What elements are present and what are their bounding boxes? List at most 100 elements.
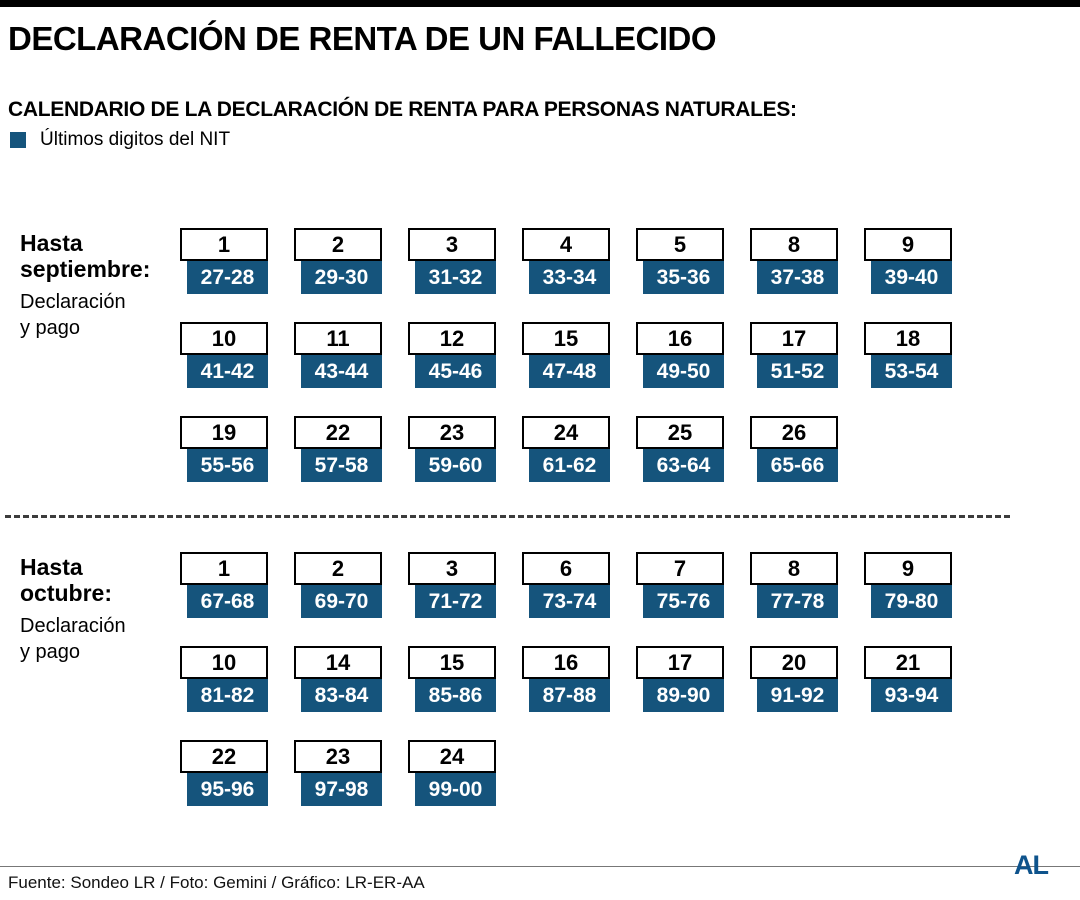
nit-range-label: 91-92 xyxy=(757,679,838,712)
nit-cell: 24 61-62 xyxy=(522,416,610,482)
nit-range-label: 61-62 xyxy=(529,449,610,482)
nit-cell: 2 29-30 xyxy=(294,228,382,294)
legend-swatch-icon xyxy=(10,132,26,148)
nit-cell: 17 51-52 xyxy=(750,322,838,388)
nit-cell: 19 55-56 xyxy=(180,416,268,482)
day-label: 9 xyxy=(864,552,952,585)
day-label: 5 xyxy=(636,228,724,261)
nit-range-label: 63-64 xyxy=(643,449,724,482)
day-label: 9 xyxy=(864,228,952,261)
nit-range-label: 73-74 xyxy=(529,585,610,618)
nit-cell: 8 37-38 xyxy=(750,228,838,294)
nit-cell: 20 91-92 xyxy=(750,646,838,712)
day-label: 22 xyxy=(180,740,268,773)
day-label: 8 xyxy=(750,228,838,261)
nit-range-label: 57-58 xyxy=(301,449,382,482)
nit-cell: 15 85-86 xyxy=(408,646,496,712)
cell-row: 10 41-42 11 43-44 12 45-46 15 47-48 16 49-50 17 51-… xyxy=(180,322,952,388)
day-label: 16 xyxy=(522,646,610,679)
nit-range-label: 29-30 xyxy=(301,261,382,294)
source-credit: Fuente: Sondeo LR / Foto: Gemini / Gráfi… xyxy=(8,873,425,892)
section-period-label: Hasta octubre: xyxy=(20,554,112,607)
day-label: 17 xyxy=(750,322,838,355)
nit-cell: 15 47-48 xyxy=(522,322,610,388)
cell-row: 10 81-82 14 83-84 15 85-86 16 87-88 17 89-90 20 91-… xyxy=(180,646,952,712)
day-label: 23 xyxy=(408,416,496,449)
day-label: 26 xyxy=(750,416,838,449)
nit-cell: 9 79-80 xyxy=(864,552,952,618)
day-label: 3 xyxy=(408,228,496,261)
nit-cell: 17 89-90 xyxy=(636,646,724,712)
nit-range-label: 31-32 xyxy=(415,261,496,294)
day-label: 25 xyxy=(636,416,724,449)
section-september-label: Hasta septiembre: Declaración y pago xyxy=(20,230,175,341)
day-label: 21 xyxy=(864,646,952,679)
nit-cell: 1 27-28 xyxy=(180,228,268,294)
nit-range-label: 33-34 xyxy=(529,261,610,294)
day-label: 19 xyxy=(180,416,268,449)
day-label: 22 xyxy=(294,416,382,449)
day-label: 7 xyxy=(636,552,724,585)
nit-range-label: 77-78 xyxy=(757,585,838,618)
nit-cell: 3 71-72 xyxy=(408,552,496,618)
nit-cell: 3 31-32 xyxy=(408,228,496,294)
nit-cell: 14 83-84 xyxy=(294,646,382,712)
nit-range-label: 39-40 xyxy=(871,261,952,294)
section-description-label: Declaración y pago xyxy=(20,614,126,663)
nit-cell: 21 93-94 xyxy=(864,646,952,712)
dashed-divider xyxy=(5,515,1010,518)
nit-cell: 10 41-42 xyxy=(180,322,268,388)
cell-row: 1 27-28 2 29-30 3 31-32 4 33-34 5 35-36 8 37-38 9 39-… xyxy=(180,228,952,294)
cell-row: 1 67-68 2 69-70 3 71-72 6 73-74 7 75-76 8 77-78 9 79-… xyxy=(180,552,952,618)
nit-range-label: 53-54 xyxy=(871,355,952,388)
day-label: 24 xyxy=(408,740,496,773)
nit-range-label: 83-84 xyxy=(301,679,382,712)
october-grid: 1 67-68 2 69-70 3 71-72 6 73-74 7 75-76 8 77-78 9 79-… xyxy=(180,552,952,806)
day-label: 14 xyxy=(294,646,382,679)
nit-range-label: 95-96 xyxy=(187,773,268,806)
cell-row: 19 55-56 22 57-58 23 59-60 24 61-62 25 63-64 26 65-… xyxy=(180,416,952,482)
nit-range-label: 81-82 xyxy=(187,679,268,712)
nit-cell: 8 77-78 xyxy=(750,552,838,618)
day-label: 20 xyxy=(750,646,838,679)
day-label: 3 xyxy=(408,552,496,585)
day-label: 17 xyxy=(636,646,724,679)
day-label: 24 xyxy=(522,416,610,449)
nit-cell: 25 63-64 xyxy=(636,416,724,482)
nit-cell: 2 69-70 xyxy=(294,552,382,618)
nit-range-label: 43-44 xyxy=(301,355,382,388)
nit-range-label: 71-72 xyxy=(415,585,496,618)
nit-range-label: 35-36 xyxy=(643,261,724,294)
nit-range-label: 93-94 xyxy=(871,679,952,712)
nit-cell: 11 43-44 xyxy=(294,322,382,388)
nit-cell: 9 39-40 xyxy=(864,228,952,294)
nit-cell: 23 97-98 xyxy=(294,740,382,806)
nit-cell: 18 53-54 xyxy=(864,322,952,388)
nit-cell: 5 35-36 xyxy=(636,228,724,294)
nit-range-label: 67-68 xyxy=(187,585,268,618)
day-label: 11 xyxy=(294,322,382,355)
nit-range-label: 49-50 xyxy=(643,355,724,388)
nit-cell: 23 59-60 xyxy=(408,416,496,482)
nit-range-label: 87-88 xyxy=(529,679,610,712)
day-label: 15 xyxy=(408,646,496,679)
nit-range-label: 55-56 xyxy=(187,449,268,482)
nit-range-label: 69-70 xyxy=(301,585,382,618)
nit-cell: 12 45-46 xyxy=(408,322,496,388)
nit-range-label: 75-76 xyxy=(643,585,724,618)
legend-label: Últimos digitos del NIT xyxy=(40,129,231,150)
day-label: 6 xyxy=(522,552,610,585)
nit-cell: 26 65-66 xyxy=(750,416,838,482)
cell-row: 22 95-96 23 97-98 24 99-00 xyxy=(180,740,952,806)
day-label: 12 xyxy=(408,322,496,355)
day-label: 10 xyxy=(180,646,268,679)
september-grid: 1 27-28 2 29-30 3 31-32 4 33-34 5 35-36 8 37-38 9 39-… xyxy=(180,228,952,482)
section-description-label: Declaración y pago xyxy=(20,290,126,339)
day-label: 8 xyxy=(750,552,838,585)
page-title: DECLARACIÓN DE RENTA DE UN FALLECIDO xyxy=(8,20,717,57)
nit-cell: 6 73-74 xyxy=(522,552,610,618)
nit-range-label: 37-38 xyxy=(757,261,838,294)
day-label: 2 xyxy=(294,228,382,261)
nit-cell: 4 33-34 xyxy=(522,228,610,294)
